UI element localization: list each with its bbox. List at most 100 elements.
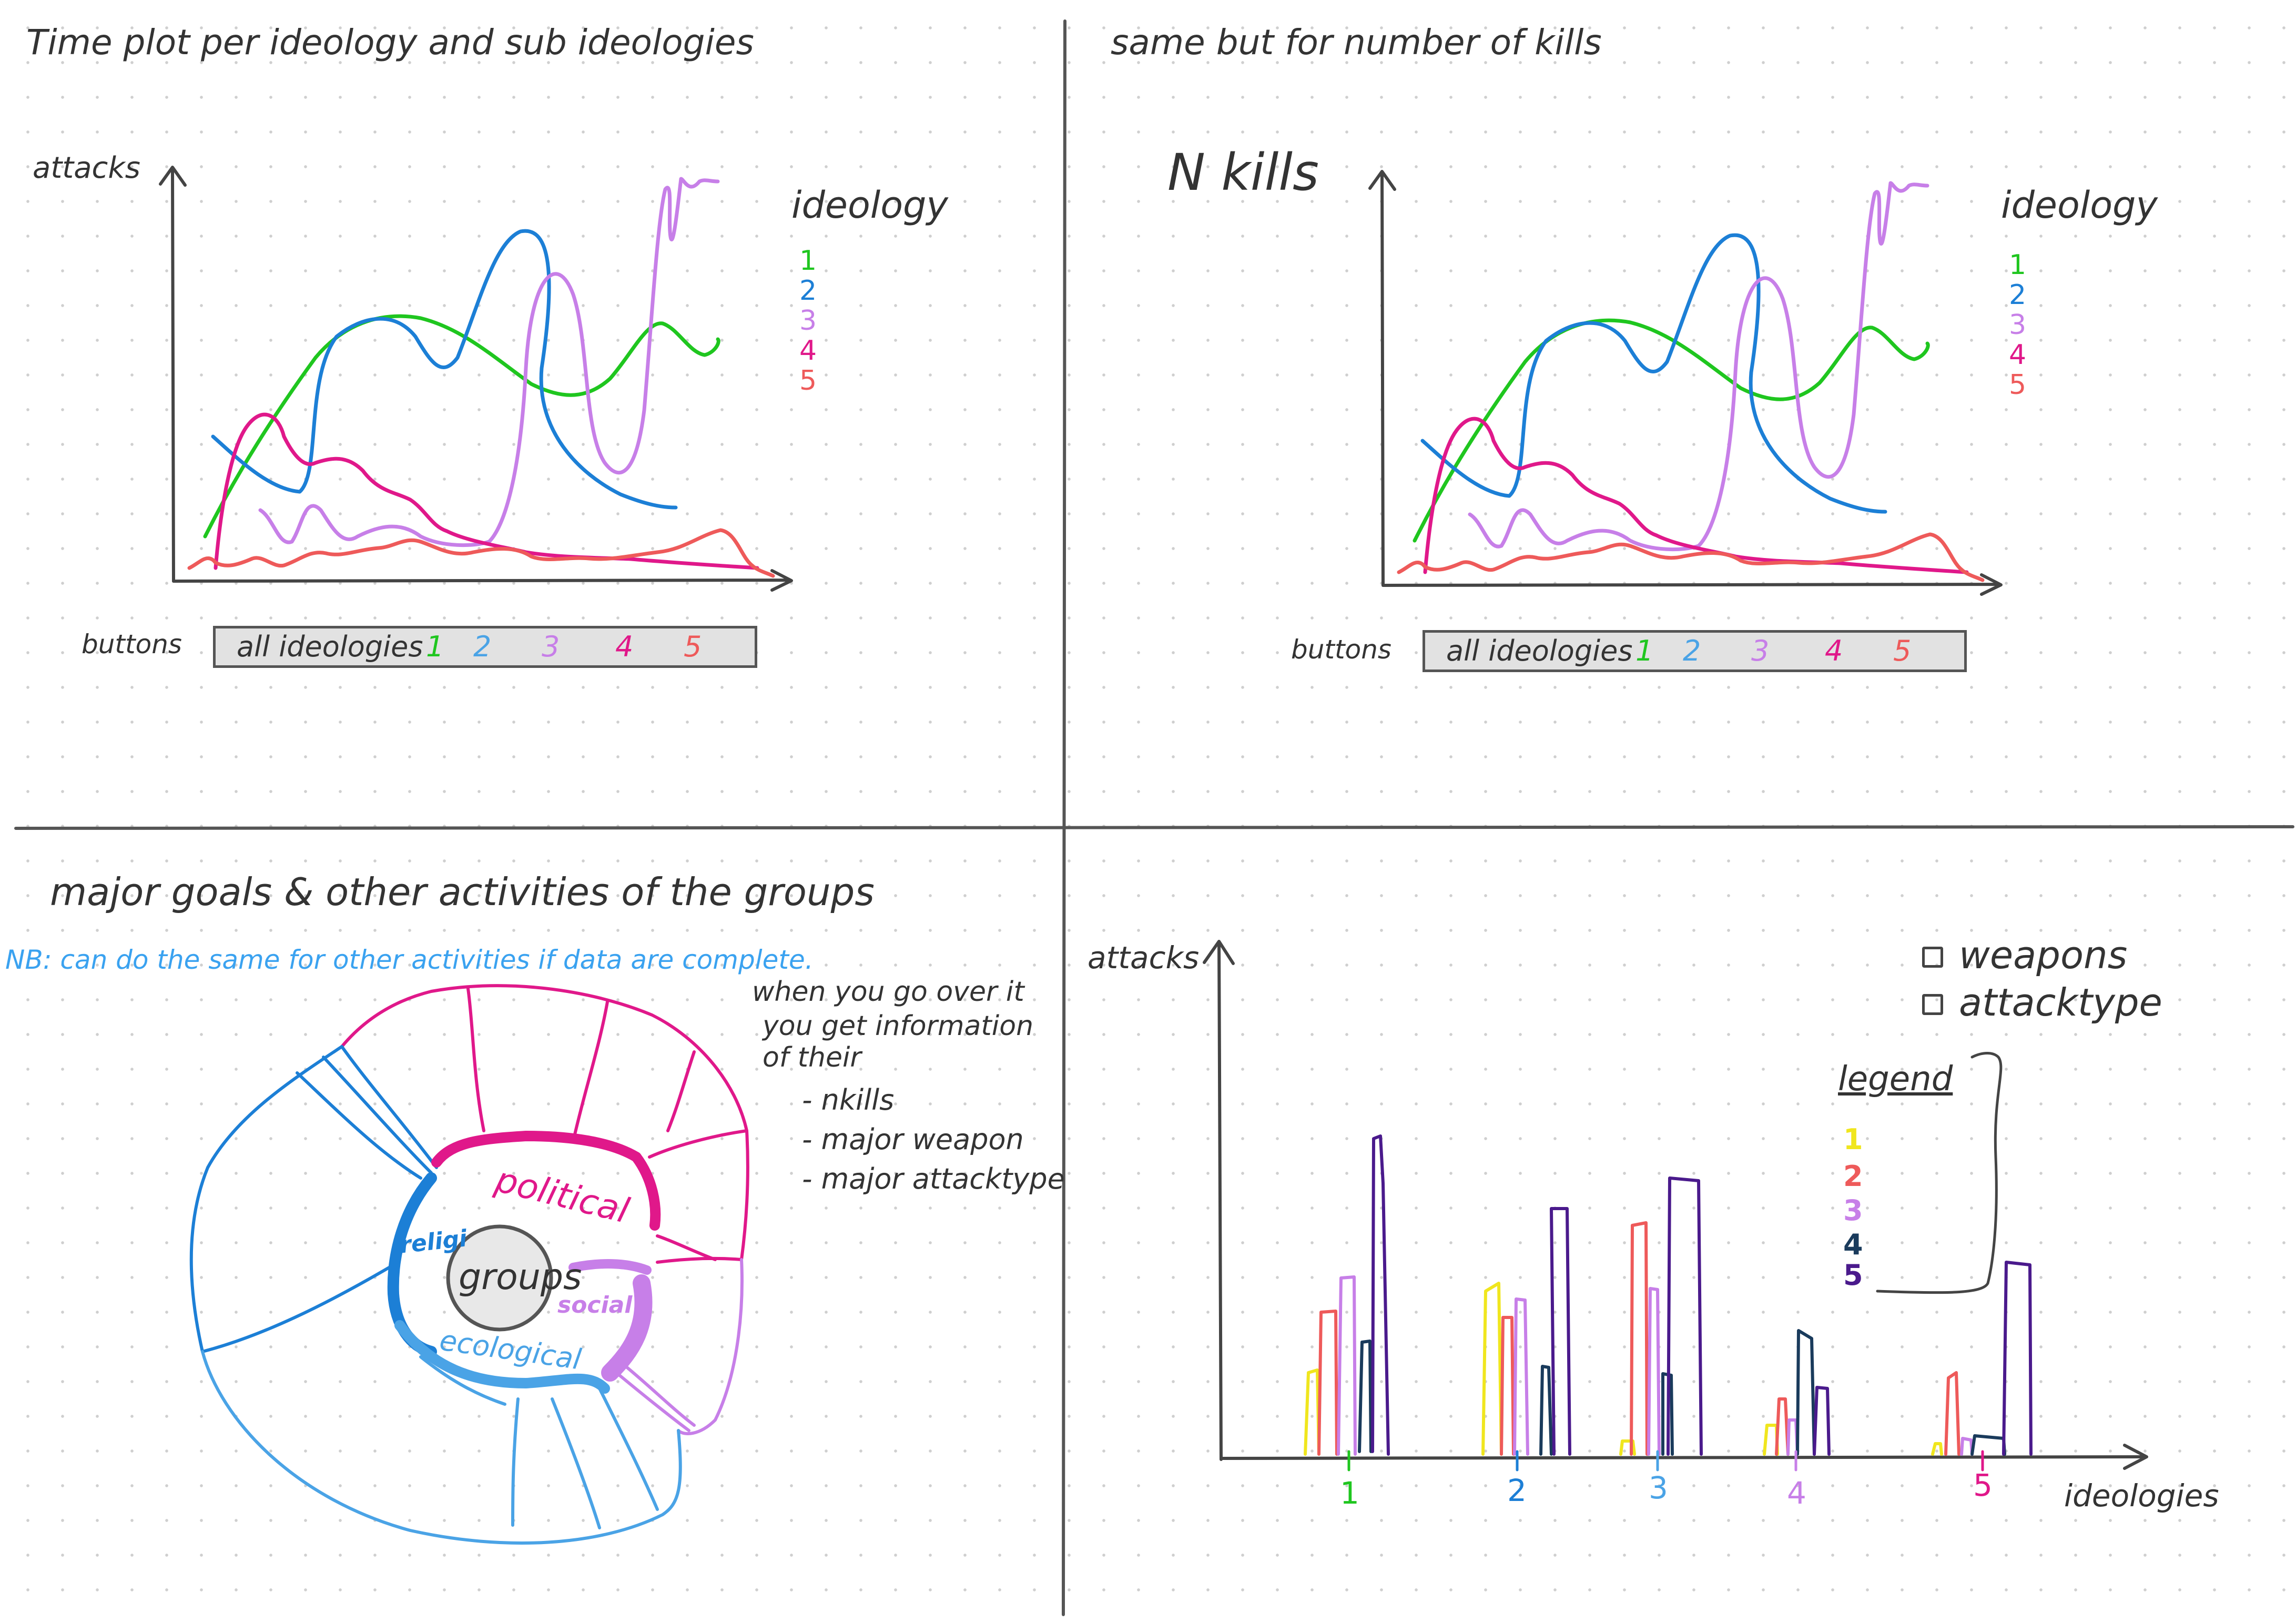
button-ideology-3[interactable]: 3 xyxy=(1751,634,1770,667)
time-plot-buttons-label: buttons xyxy=(82,629,182,660)
y-axis xyxy=(1368,170,1396,587)
time-plot-button-bar: all ideologies 1 2 3 4 5 xyxy=(213,626,757,668)
bar-g3-legend-5 xyxy=(1667,1176,1703,1456)
time-plot-kills xyxy=(1368,170,2003,596)
y-axis xyxy=(1203,940,1235,1461)
series-ideology-3 xyxy=(1468,181,1929,552)
bar-chart-attacks xyxy=(1203,940,2148,1472)
kills-plot-legend-item-3: 3 xyxy=(2009,309,2027,341)
hover-text-line-2: you get information xyxy=(763,1010,1034,1042)
vertical-divider xyxy=(1062,19,1066,1616)
bar-g4-legend-5 xyxy=(1813,1386,1831,1456)
y-axis xyxy=(159,166,187,583)
button-ideology-1[interactable]: 1 xyxy=(1635,634,1654,667)
sunburst-title: major goals & other activities of the gr… xyxy=(50,870,875,914)
bar-g1-legend-3 xyxy=(1337,1275,1357,1456)
time-plot-legend-item-2: 2 xyxy=(799,275,817,307)
x-tick-label-4: 4 xyxy=(1787,1475,1806,1511)
x-tick-label-1: 1 xyxy=(1340,1475,1359,1511)
bar-g2-legend-3 xyxy=(1513,1297,1529,1456)
bar-g3-legend-2 xyxy=(1630,1221,1649,1456)
groups-center-label[interactable]: groups xyxy=(459,1256,582,1298)
bar-g1-legend-2 xyxy=(1317,1310,1338,1456)
kills-plot-y-label: N kills xyxy=(1167,143,1319,202)
x-tick-label-3: 3 xyxy=(1649,1470,1668,1506)
x-axis xyxy=(172,569,793,592)
outer-ring-political xyxy=(340,984,749,1261)
button-all-ideologies[interactable]: all ideologies xyxy=(237,630,423,663)
outer-ring-religious-spokes xyxy=(201,1045,438,1353)
bar-legend-item-3: 3 xyxy=(1843,1194,1863,1227)
button-ideology-4[interactable]: 4 xyxy=(615,630,634,663)
x-axis xyxy=(1220,1444,2148,1470)
legend-bracket xyxy=(1876,1052,2003,1294)
x-axis xyxy=(1381,573,2003,596)
button-ideology-4[interactable]: 4 xyxy=(1825,634,1843,667)
kills-plot-legend-item-5: 5 xyxy=(2009,369,2027,401)
weapons-checkbox[interactable] xyxy=(1922,947,1943,968)
inner-ring-social xyxy=(568,1259,652,1275)
bar-g1-legend-5 xyxy=(1371,1134,1390,1456)
bar-g5-legend-3 xyxy=(1960,1437,1974,1456)
kills-plot-legend-title: ideology xyxy=(2001,184,2158,227)
bar-g2-legend-5 xyxy=(1550,1207,1571,1456)
button-all-ideologies[interactable]: all ideologies xyxy=(1446,634,1633,667)
button-ideology-3[interactable]: 3 xyxy=(542,630,560,663)
outer-ring-religious xyxy=(189,1045,343,1353)
kills-plot-legend-item-4: 4 xyxy=(2009,339,2027,371)
bar-g5-legend-5 xyxy=(2002,1261,2033,1456)
bar-g5-legend-2 xyxy=(1944,1371,1960,1456)
bar-g4-legend-2 xyxy=(1775,1397,1790,1456)
kills-plot-buttons-label: buttons xyxy=(1291,634,1391,665)
bar-chart-y-label: attacks xyxy=(1088,940,1200,976)
bar-g1-legend-4 xyxy=(1358,1340,1373,1453)
weapons-checkbox-label: weapons xyxy=(1959,933,2128,977)
outer-ring-ecological xyxy=(201,1350,682,1545)
bar-g2-legend-2 xyxy=(1500,1316,1515,1456)
series-ideology-3 xyxy=(258,177,720,547)
bar-legend-title: legend xyxy=(1838,1060,1953,1099)
button-ideology-2[interactable]: 2 xyxy=(473,630,492,663)
bar-g3-legend-3 xyxy=(1647,1287,1661,1456)
time-plot-legend-title: ideology xyxy=(791,184,948,227)
time-plot-legend-item-5: 5 xyxy=(799,365,817,397)
bar-chart-x-label: ideologies xyxy=(2064,1478,2219,1514)
groups-center-circle xyxy=(446,1224,553,1332)
segment-label-religious[interactable]: religi xyxy=(398,1225,469,1259)
bar-g5-legend-1 xyxy=(1931,1442,1943,1456)
sunburst-diagram xyxy=(189,984,749,1545)
button-ideology-1[interactable]: 1 xyxy=(426,630,444,663)
button-ideology-2[interactable]: 2 xyxy=(1683,634,1701,667)
inner-ring-ecological xyxy=(394,1320,610,1394)
button-ideology-5[interactable]: 5 xyxy=(1893,634,1912,667)
button-ideology-5[interactable]: 5 xyxy=(684,630,702,663)
outer-ring-ecological-spokes xyxy=(419,1355,659,1529)
series-ideology-2 xyxy=(1420,233,1887,514)
outer-ring-social-spokes xyxy=(608,1361,696,1432)
horizontal-divider xyxy=(14,825,2294,830)
x-tick-label-5: 5 xyxy=(1973,1467,1993,1503)
time-plot-attacks xyxy=(159,166,793,592)
outer-ring-social xyxy=(677,1258,744,1435)
bar-g5-legend-4 xyxy=(1970,1434,2006,1456)
hover-item-major-attacktype: - major attacktype xyxy=(802,1162,1065,1195)
outer-ring-political-spokes xyxy=(466,987,748,1264)
segment-label-social[interactable]: social xyxy=(557,1292,633,1318)
kills-plot-legend-item-1: 1 xyxy=(2009,249,2027,281)
sunburst-note: NB: can do the same for other activities… xyxy=(5,945,814,975)
series-ideology-5 xyxy=(187,528,775,578)
hover-text-line-1: when you go over it xyxy=(752,976,1024,1008)
series-ideology-2 xyxy=(211,229,678,510)
time-plot-legend-item-1: 1 xyxy=(799,245,817,277)
inner-ring-social-lobe xyxy=(601,1274,653,1382)
series-ideology-1 xyxy=(1413,318,1930,543)
series-ideology-1 xyxy=(203,314,720,539)
bar-g1-legend-1 xyxy=(1304,1368,1320,1456)
inner-ring-political xyxy=(431,1131,661,1231)
attacktype-checkbox[interactable] xyxy=(1922,994,1943,1015)
hover-text-line-3: of their xyxy=(763,1042,861,1073)
time-plot-y-label: attacks xyxy=(33,151,140,185)
series-ideology-5 xyxy=(1397,532,1985,582)
bar-legend-item-2: 2 xyxy=(1843,1160,1863,1193)
